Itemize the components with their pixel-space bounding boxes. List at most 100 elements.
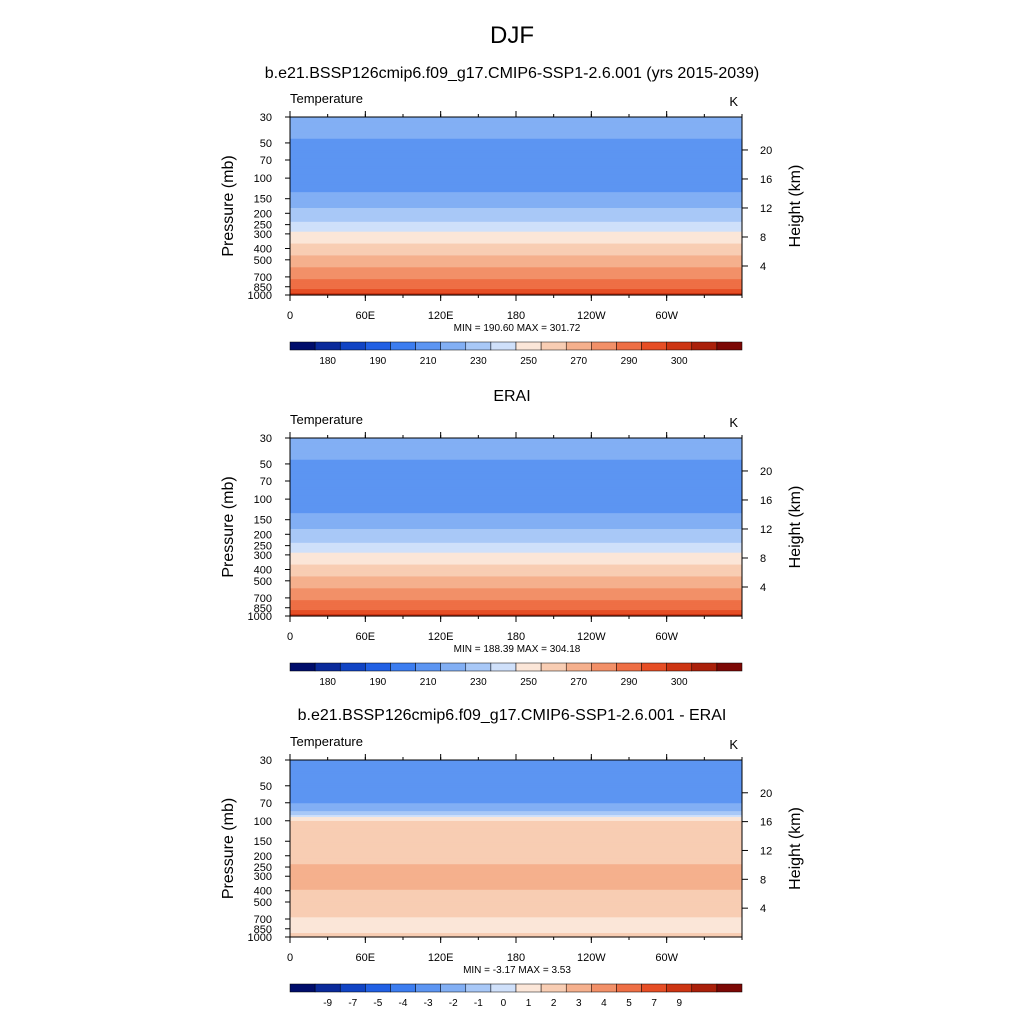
x-tick-label: 120W (577, 310, 606, 322)
contour-band (290, 927, 742, 930)
y-tick-label: 70 (260, 798, 272, 810)
colorbar-swatch (490, 983, 517, 993)
contour-band (290, 552, 742, 556)
colorbar-label: -3 (424, 998, 433, 1009)
contour-band (290, 235, 742, 239)
colorbar-swatch (490, 341, 517, 351)
y-tick-label: 250 (254, 541, 272, 553)
contour-band (290, 528, 742, 532)
contour-band (290, 463, 742, 467)
contour-band (290, 576, 742, 580)
y-tick-label: 30 (260, 755, 272, 767)
contour-band (290, 566, 742, 570)
contour-band (290, 586, 742, 589)
contour-band (290, 439, 742, 443)
contour-band (290, 830, 742, 834)
height-tick-label: 4 (760, 582, 766, 594)
y-tick-label: 300 (254, 871, 272, 883)
x-tick-label: 120E (428, 631, 454, 643)
contour-band (290, 519, 742, 522)
y-tick-label: 70 (260, 155, 272, 167)
height-tick-label: 8 (760, 232, 766, 244)
colorbar-swatch (666, 662, 693, 672)
y-tick-label: 150 (254, 194, 272, 206)
colorbar-label: 230 (470, 356, 487, 367)
stats-label: MIN = -3.17 MAX = 3.53 (463, 965, 571, 976)
y-axis-title: Pressure (mb) (220, 155, 237, 256)
contour-band (290, 874, 742, 877)
contour-band (290, 866, 742, 869)
contour-band (290, 935, 742, 938)
contour-band (290, 207, 742, 211)
contour-band (290, 556, 742, 560)
colorbar-swatch (289, 983, 316, 993)
height-tick-label: 20 (760, 145, 772, 157)
y-tick-label: 850 (254, 924, 272, 936)
contour-band (290, 544, 742, 548)
contour-band (290, 769, 742, 773)
contour-band (290, 273, 742, 276)
colorbar-label: 290 (621, 677, 638, 688)
colorbar-label: 250 (520, 677, 537, 688)
colorbar-swatch (616, 662, 642, 672)
y-tick-label: 100 (254, 173, 272, 185)
contour-band (290, 281, 742, 284)
colorbar-label: 0 (501, 998, 507, 1009)
contour-band (290, 515, 742, 518)
contour-band (290, 132, 742, 136)
contour-band (290, 521, 742, 524)
contour-band (290, 889, 742, 893)
colorbar-label: 190 (370, 677, 387, 688)
x-tick-label: 120W (577, 631, 606, 643)
colorbar-swatch (390, 983, 416, 993)
contour-band (290, 787, 742, 791)
contour-band (290, 850, 742, 854)
contour-band (290, 606, 742, 609)
contour-band (290, 188, 742, 191)
contour-band (290, 832, 742, 836)
contour-band (290, 172, 742, 175)
colorbar-swatch (591, 662, 617, 672)
x-tick-label: 120W (577, 952, 606, 964)
contour-band (290, 451, 742, 455)
contour-band (290, 612, 742, 615)
contour-band (290, 156, 742, 160)
contour-band (290, 592, 742, 595)
contour-band (290, 923, 742, 926)
contour-band (290, 594, 742, 597)
colorbar-swatch (641, 341, 667, 351)
contour-band (290, 803, 742, 806)
colorbar-swatch (540, 662, 567, 672)
contour-band (290, 538, 742, 542)
contour-band (290, 499, 742, 502)
colorbar-label: 180 (319, 677, 336, 688)
contour-band (290, 461, 742, 465)
contour-band (290, 491, 742, 494)
colorbar-swatch (440, 662, 467, 672)
contour-band (290, 915, 742, 918)
colorbar-swatch (691, 983, 718, 993)
contour-band (290, 789, 742, 793)
colorbar-swatch (365, 983, 391, 993)
contour-band (290, 178, 742, 181)
colorbar-label: 3 (576, 998, 582, 1009)
contour-band (290, 263, 742, 266)
colorbar-swatch (641, 983, 667, 993)
panel-variable-label: Temperature (290, 91, 363, 106)
figure-title: DJF (490, 22, 534, 49)
contour-band (290, 819, 742, 822)
colorbar-swatch (314, 983, 341, 993)
colorbar-swatch (390, 662, 416, 672)
height-tick-label: 8 (760, 874, 766, 886)
contour-band (290, 497, 742, 500)
contour-band (290, 767, 742, 771)
contour-band (290, 283, 742, 286)
x-tick-label: 60E (356, 310, 376, 322)
contour-band (290, 844, 742, 848)
contour-band (290, 144, 742, 148)
contour-band (290, 610, 742, 613)
contour-band (290, 870, 742, 873)
contour-band (290, 507, 742, 510)
y-tick-label: 200 (254, 208, 272, 220)
panels: b.e21.BSSP126cmip6.f09_g17.CMIP6-SSP1-2.… (220, 65, 804, 1009)
